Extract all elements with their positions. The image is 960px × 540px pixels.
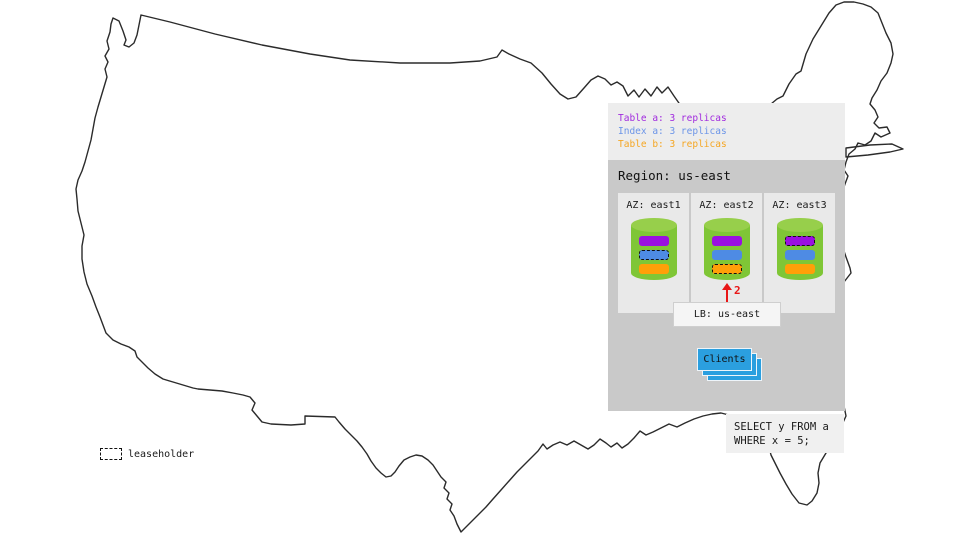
arrow-up-icon <box>722 283 732 290</box>
clients-box: Clients <box>697 348 752 371</box>
database-cylinder-icon <box>776 218 823 280</box>
sql-line-2: WHERE x = 5; <box>734 435 810 447</box>
replica-bar-table-a <box>711 236 742 246</box>
az-box-east2: AZ: east2 <box>691 193 762 313</box>
arrow-shaft <box>726 289 728 302</box>
az-box-east3: AZ: east3 <box>764 193 835 313</box>
long-island-path <box>845 143 904 158</box>
region-panel: Region: us-east AZ: east1 AZ: east2 <box>608 160 845 411</box>
replica-legend-panel: Table a: 3 replicas Index a: 3 replicas … <box>608 103 845 160</box>
az-label: AZ: east3 <box>772 200 827 211</box>
az-row: AZ: east1 AZ: east2 <box>618 193 835 313</box>
replica-bar-index-a <box>638 250 669 260</box>
legend-table-a: Table a: 3 replicas <box>618 113 727 124</box>
clients-stack: Clients <box>697 348 763 382</box>
database-cylinder-icon <box>630 218 677 280</box>
az-label: AZ: east1 <box>626 200 681 211</box>
replica-bar-table-a <box>784 236 815 246</box>
replica-bar-table-b <box>711 264 742 274</box>
arrow-step-number: 2 <box>734 284 741 297</box>
leaseholder-key: leaseholder <box>100 448 194 460</box>
database-cylinder-icon <box>703 218 750 280</box>
sql-query-box: SELECT y FROM a WHERE x = 5; <box>726 414 844 453</box>
leaseholder-swatch-icon <box>100 448 122 460</box>
leaseholder-label: leaseholder <box>128 448 195 460</box>
sql-line-1: SELECT y FROM a <box>734 421 829 433</box>
replica-bar-table-b <box>784 264 815 274</box>
az-label: AZ: east2 <box>699 200 754 211</box>
region-title: Region: us-east <box>618 168 731 183</box>
replica-bar-table-a <box>638 236 669 246</box>
replica-bar-table-b <box>638 264 669 274</box>
legend-index-a: Index a: 3 replicas <box>618 126 727 137</box>
load-balancer-box: LB: us-east <box>673 302 781 327</box>
replica-bar-index-a <box>711 250 742 260</box>
legend-table-b: Table b: 3 replicas <box>618 139 727 150</box>
az-box-east1: AZ: east1 <box>618 193 689 313</box>
replica-bar-index-a <box>784 250 815 260</box>
